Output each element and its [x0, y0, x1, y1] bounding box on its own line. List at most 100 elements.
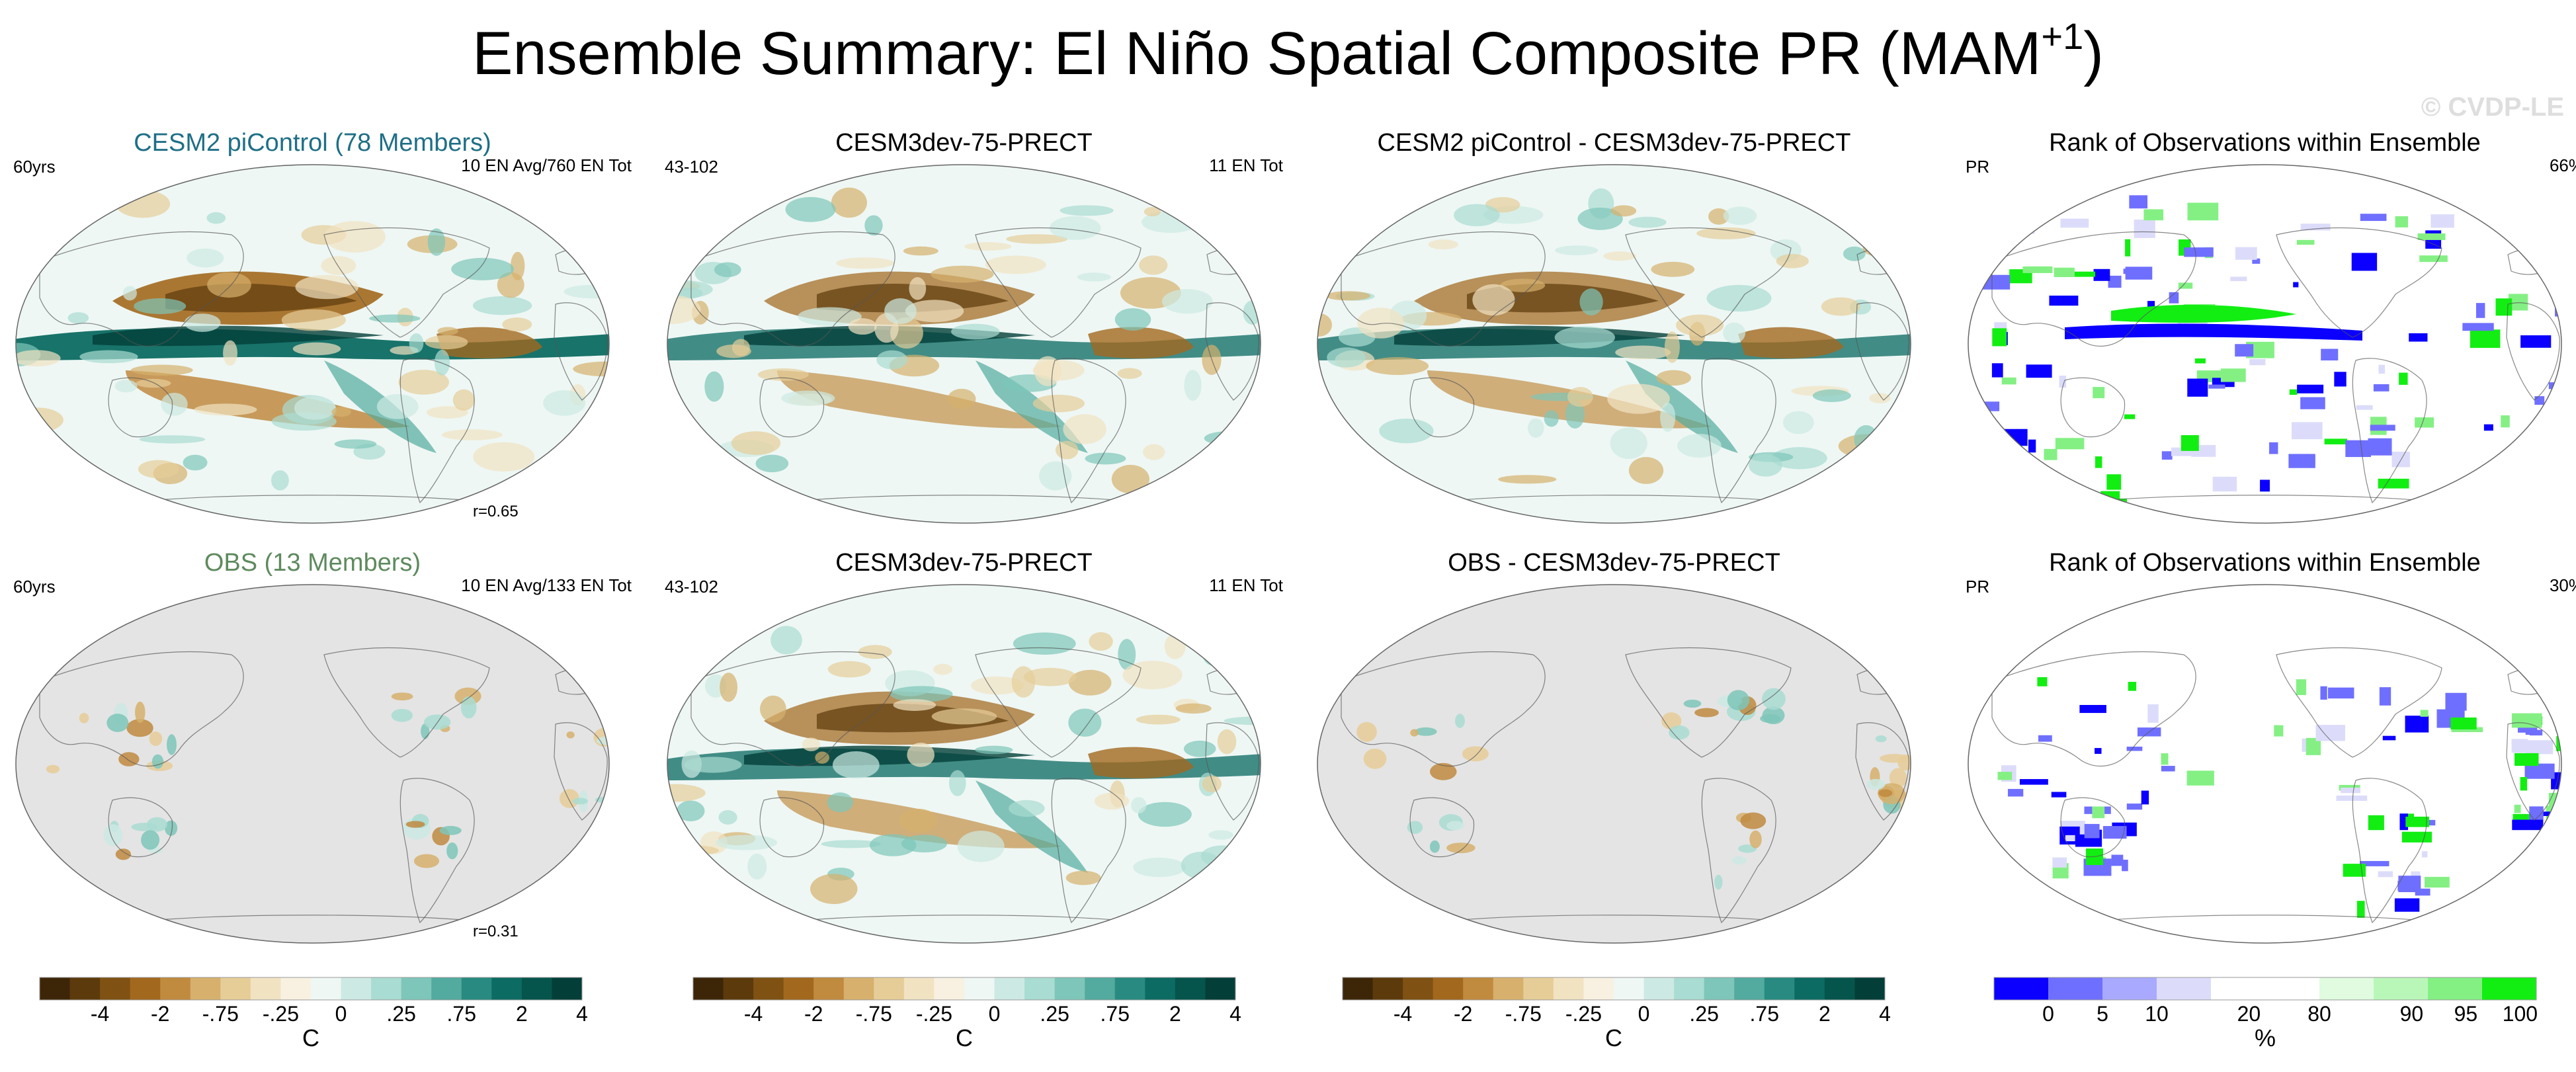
anomaly-blob [1006, 234, 1068, 244]
coastline [554, 722, 608, 821]
colorbar-swatch [69, 977, 101, 1000]
anomaly-blob [947, 388, 976, 409]
map-background [1317, 585, 1911, 943]
colorbar-swatch [1403, 977, 1434, 1000]
rank-cell [2475, 303, 2485, 318]
colorbar-tick-label: -.25 [916, 1002, 952, 1026]
colorbar-swatch [2048, 977, 2103, 1000]
anomaly-blob [720, 673, 738, 702]
anomaly-blob [971, 676, 1024, 695]
colorbar-swatch [1583, 977, 1614, 1000]
rank-cell [2260, 479, 2270, 492]
anomaly-blob [194, 403, 257, 416]
colorbar-swatch [1145, 977, 1176, 1000]
watermark: © CVDP-LE [2421, 93, 2564, 122]
anomaly-blob [1013, 632, 1076, 655]
anomaly-blob [884, 298, 917, 325]
coastline [1625, 227, 1792, 338]
land-anomaly-blob [446, 842, 458, 860]
anomaly-blob [1322, 438, 1355, 455]
land-anomaly-blob [439, 825, 462, 835]
land-anomaly-blob [106, 714, 129, 732]
colorbar-tick-label: .25 [386, 1002, 415, 1026]
rank-colorbar: 0 5 10 20 80 90 95 100% [1993, 977, 2538, 1051]
anomaly-blob [1656, 370, 1691, 386]
rank-cell [2300, 397, 2325, 409]
anomaly-blob [295, 274, 359, 300]
land-anomaly-blob [1749, 830, 1762, 848]
anomaly-blob [1327, 347, 1366, 368]
anomaly-blob [1555, 245, 1599, 256]
colorbar-tick-label: -4 [1393, 1002, 1412, 1026]
anomaly-blob [975, 745, 1013, 755]
rank-cell [2401, 831, 2432, 843]
rank-cell [2524, 763, 2555, 779]
pattern-correlation-label: r=0.65 [473, 503, 519, 520]
anomaly-blob [1544, 410, 1559, 427]
anomaly-blob [334, 439, 377, 449]
anomaly-blob [591, 210, 609, 227]
rank-cell [2514, 804, 2521, 813]
anomaly-blob [798, 307, 862, 326]
anomaly-blob [331, 407, 351, 417]
rank-cell [2037, 677, 2048, 686]
colorbar-tick-label: .25 [1689, 1002, 1718, 1026]
rank-cell [2368, 438, 2392, 456]
colorbar-swatch [1794, 977, 1825, 1000]
panel-title: Rank of Observations within Ensemble [2049, 129, 2481, 157]
coastline [1341, 231, 1546, 347]
rank-cell [2060, 218, 2089, 228]
land-anomaly-blob [165, 820, 178, 836]
anomaly-blob [836, 257, 894, 269]
anomaly-blob [747, 853, 767, 880]
colorbar-tick-label: 90 [2400, 1002, 2424, 1026]
coastline [2276, 647, 2442, 758]
rank-cell [2382, 735, 2396, 741]
atlantic-dry-patch [436, 327, 542, 358]
rank-cell [2052, 857, 2067, 868]
colorbar-swatch [1054, 977, 1085, 1000]
anomaly-blob [1011, 666, 1036, 698]
land-anomaly-blob [566, 731, 575, 739]
anomaly-blob [755, 454, 789, 473]
anomaly-blob [1077, 272, 1111, 282]
coastline [1205, 722, 1259, 821]
rank-cell [2306, 737, 2321, 755]
colorbar-swatch [813, 977, 845, 1000]
rank-cell [2379, 687, 2391, 706]
rank-cell [2417, 233, 2446, 240]
map-background [1968, 585, 2561, 943]
coastline [1409, 377, 1475, 438]
land-anomaly-blob [1878, 789, 1893, 798]
anomaly-blob [802, 737, 821, 751]
anomaly-blob [1184, 370, 1202, 401]
rank-cell [2373, 384, 2389, 392]
anomaly-blob [1220, 853, 1261, 878]
colorbar-unit: C [1605, 1024, 1622, 1051]
anomaly-blob [571, 229, 609, 256]
rank-cell [2235, 247, 2257, 260]
rank-cell [2106, 474, 2122, 490]
panel-left-label: 60yrs [13, 577, 56, 597]
rank-cell [2343, 864, 2366, 877]
anomaly-blob [1615, 345, 1671, 360]
colorbar-swatch [1734, 977, 1765, 1000]
anomaly-blob [1175, 703, 1212, 714]
anomaly-blob [676, 287, 703, 299]
anomaly-blob [1577, 207, 1623, 230]
colorbar-swatch [461, 977, 492, 1000]
anomaly-blob [1224, 716, 1261, 725]
coastline [1991, 651, 2196, 766]
anomaly-blob [1723, 206, 1757, 226]
anomaly-blob [810, 874, 858, 905]
anomaly-blob [580, 217, 609, 233]
anomaly-blob [1677, 434, 1722, 458]
anomaly-blob [864, 215, 883, 236]
anomaly-blob [502, 317, 532, 332]
coastline [783, 915, 1142, 923]
coastline [759, 377, 825, 438]
colorbar-swatch [2374, 977, 2429, 1000]
anomaly-blob [1202, 643, 1229, 667]
anomaly-blob [1118, 639, 1136, 671]
rank-cell [2450, 717, 2477, 729]
